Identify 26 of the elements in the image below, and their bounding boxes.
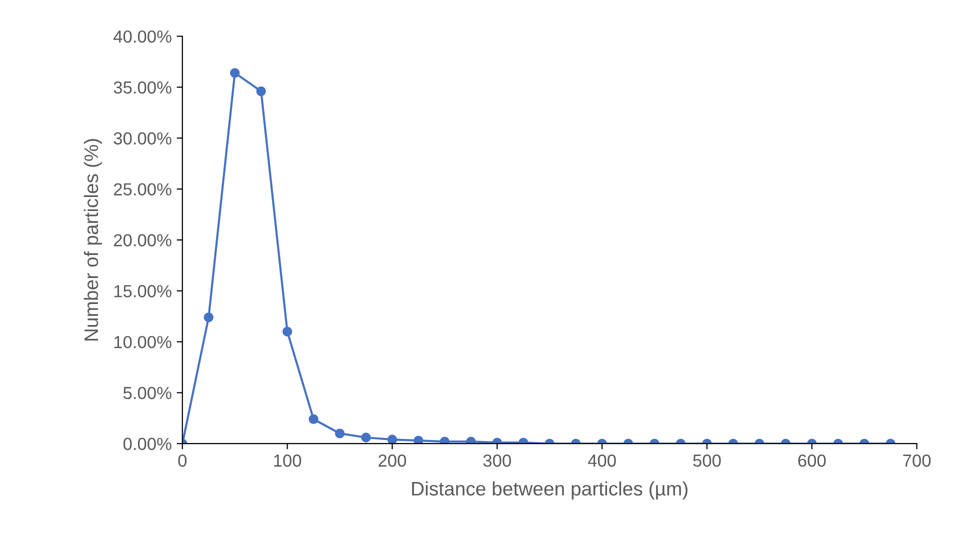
y-tick-label: 10.00% bbox=[114, 336, 172, 348]
x-tick-label: 500 bbox=[693, 454, 721, 467]
y-tick-label: 30.00% bbox=[114, 132, 172, 145]
x-tick-label: 700 bbox=[903, 454, 931, 467]
x-tick-label: 400 bbox=[588, 454, 616, 467]
x-axis-title: Distance between particles (µm) bbox=[412, 481, 688, 500]
y-tick-label: 20.00% bbox=[114, 234, 172, 246]
x-tick-label: 0 bbox=[178, 454, 187, 467]
y-tick-label: 0.00% bbox=[123, 438, 172, 450]
point bbox=[230, 68, 240, 78]
x-tick-label: 300 bbox=[483, 454, 511, 467]
point bbox=[204, 312, 214, 322]
point bbox=[282, 326, 292, 336]
x-tick-label: 600 bbox=[798, 454, 826, 467]
y-tick-label: 25.00% bbox=[114, 183, 172, 196]
y-tick-label: 35.00% bbox=[114, 81, 172, 94]
y-tick-label: 5.00% bbox=[123, 386, 172, 400]
y-tick-label: 40.00% bbox=[114, 30, 172, 43]
point bbox=[256, 86, 266, 96]
point bbox=[440, 436, 450, 444]
point bbox=[414, 436, 424, 444]
x-tick-label: 200 bbox=[378, 454, 406, 467]
x-tick-label: 100 bbox=[274, 454, 302, 467]
y-axis-title: Number of particles (%) bbox=[84, 139, 102, 340]
point bbox=[466, 436, 476, 444]
y-tick-label: 15.00% bbox=[114, 285, 172, 298]
